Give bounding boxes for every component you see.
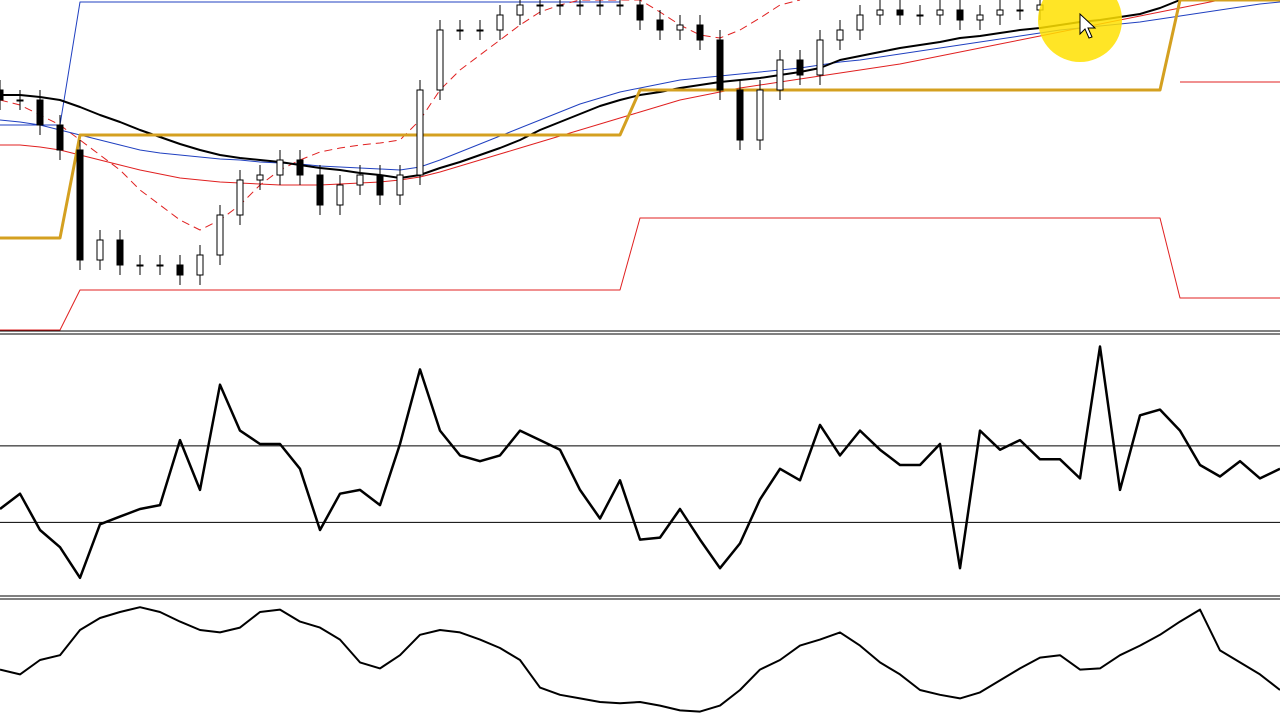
candle-body — [756, 89, 764, 141]
candle-body — [576, 4, 584, 7]
candle-body — [36, 99, 44, 126]
candle-body — [436, 29, 444, 91]
candle-body — [256, 174, 264, 181]
candle-body — [396, 174, 404, 196]
candle-body — [116, 239, 124, 266]
mouse-cursor — [1079, 12, 1097, 39]
candle-body — [736, 89, 744, 141]
candle-body — [276, 159, 284, 176]
candle-body — [716, 39, 724, 91]
candle-body — [876, 9, 884, 16]
indicator-line — [0, 345, 1280, 580]
candle-body — [56, 124, 64, 151]
indicator-line — [0, 0, 1280, 240]
candle-body — [536, 4, 544, 7]
indicator-line — [0, 606, 1280, 713]
candle-body — [936, 9, 944, 16]
candle-body — [136, 264, 144, 267]
candle-body — [696, 24, 704, 41]
indicator-line — [0, 0, 801, 231]
candle-body — [516, 4, 524, 16]
candle-body — [816, 39, 824, 76]
indicator-line — [0, 0, 1181, 179]
candle-body — [916, 14, 924, 17]
candle-body — [156, 264, 164, 267]
candle-body — [336, 184, 344, 206]
candle-body — [556, 4, 564, 7]
candle-body — [456, 29, 464, 32]
candle-body — [896, 9, 904, 16]
candle-body — [856, 14, 864, 31]
candle-body — [216, 214, 224, 256]
indicator-line — [0, 0, 1221, 186]
indicator-line — [0, 1, 620, 126]
candle-body — [496, 14, 504, 31]
candle-body — [956, 9, 964, 21]
candle-body — [296, 159, 304, 176]
candle-body — [356, 174, 364, 186]
candle-body — [376, 174, 384, 196]
candle-body — [196, 254, 204, 276]
candle-body — [96, 239, 104, 261]
candle-body — [176, 264, 184, 276]
candle-body — [596, 4, 604, 7]
candle-body — [996, 9, 1004, 16]
candle-body — [776, 59, 784, 91]
candle-body — [76, 149, 84, 261]
candle-body — [476, 29, 484, 32]
candle-body — [636, 4, 644, 21]
candle-body — [416, 89, 424, 176]
candle-body — [0, 89, 4, 101]
candle-body — [1016, 9, 1024, 12]
candle-body — [796, 59, 804, 76]
candle-body — [236, 179, 244, 216]
candle-body — [316, 174, 324, 206]
candle-body — [976, 14, 984, 21]
candle-body — [616, 4, 624, 7]
candle-body — [16, 99, 24, 102]
indicator-line — [0, 217, 1280, 331]
candle-body — [836, 29, 844, 41]
candle-body — [656, 19, 664, 31]
candle-body — [676, 24, 684, 31]
